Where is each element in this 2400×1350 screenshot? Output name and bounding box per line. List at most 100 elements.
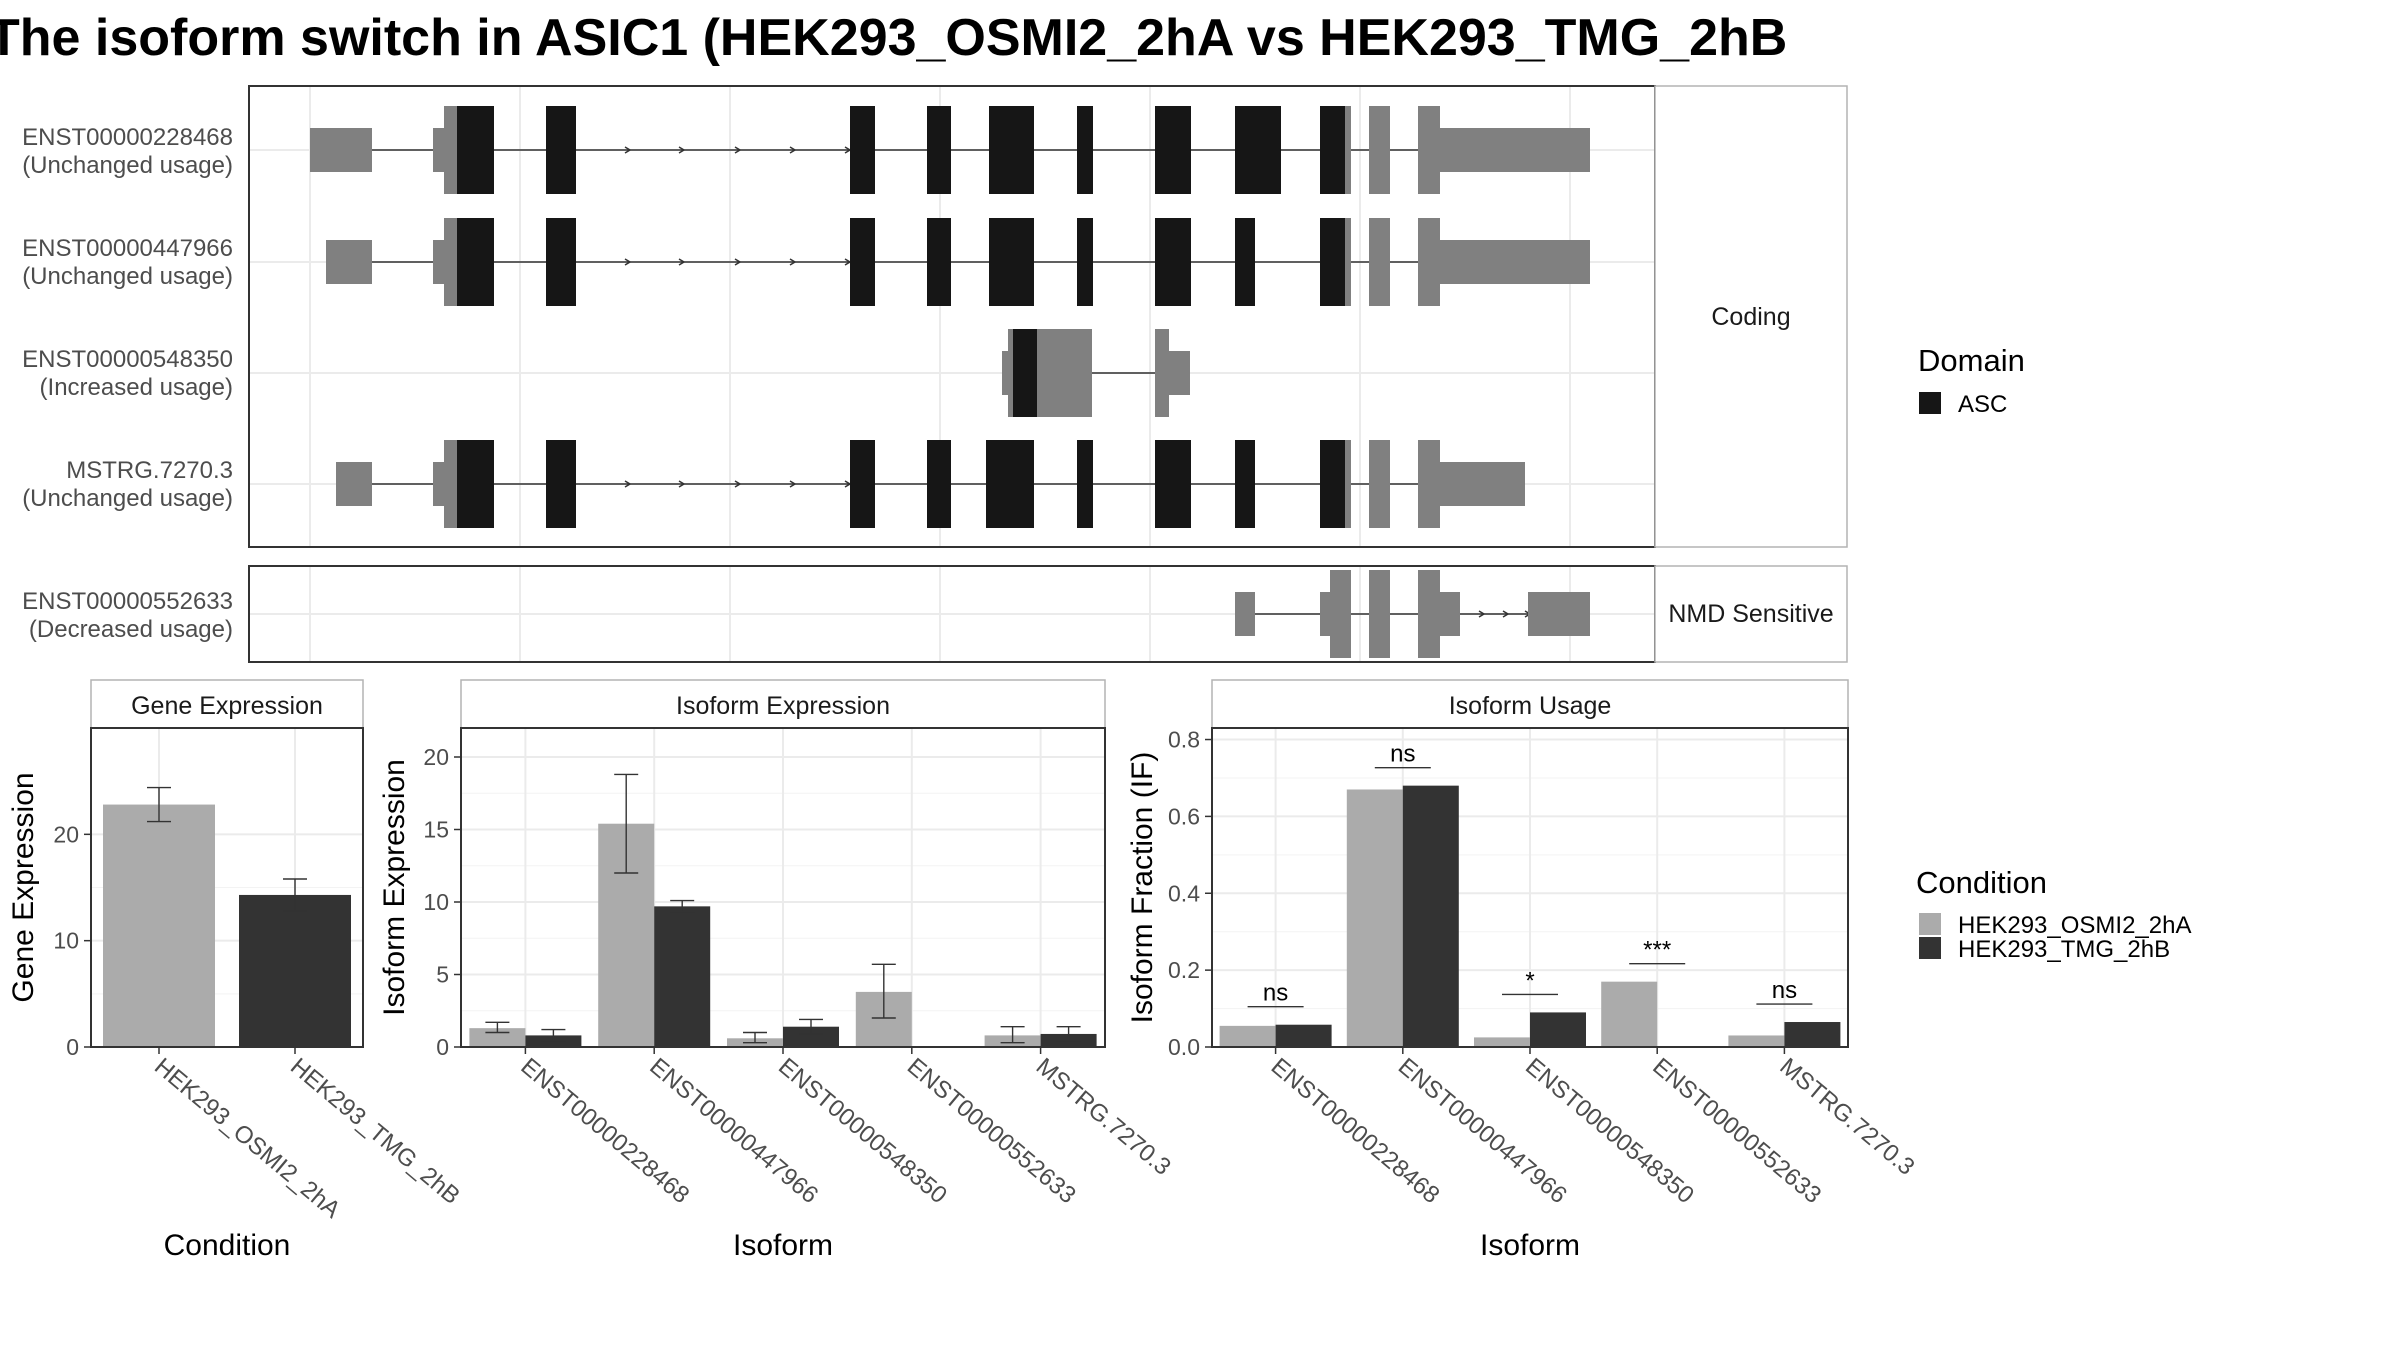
utr-exon [444,106,458,194]
utr-exon [1008,329,1014,417]
transcript-id: ENST00000228468 [22,124,233,151]
y-tick-label: 0.2 [1168,957,1200,983]
intron-arrow [734,146,742,154]
intron-arrow [789,258,797,266]
transcript-id: ENST00000552633 [22,588,233,615]
utr-exon [1330,570,1351,658]
bar [1346,789,1403,1047]
domain-exon [1077,218,1093,306]
utr-exon [1440,462,1525,506]
bar [1530,1012,1586,1047]
nmd-strip [1654,565,1848,663]
utr-exon [444,440,458,528]
bar [1784,1022,1841,1047]
intron-arrow [624,146,632,154]
intron-arrow [678,258,686,266]
utr-exon [1345,106,1351,194]
intron-arrow [624,258,632,266]
panel-strip [90,679,364,729]
intron-arrow [678,480,686,488]
domain-exon [546,218,576,306]
y-tick-label: 20 [423,744,449,770]
domain-exon [1320,106,1345,194]
x-axis-title: Condition [164,1229,291,1262]
intron-arrow [734,258,742,266]
y-tick-label: 0.0 [1168,1034,1200,1060]
y-tick-label: 0 [436,1034,449,1060]
panel-border [90,727,364,1048]
intron-arrow [734,480,742,488]
bar [239,894,351,1047]
domain-exon [850,106,875,194]
significance-label: ns [1263,980,1288,1007]
domain-exon [1077,106,1093,194]
panel-strip [460,679,1106,729]
transcript-id: MSTRG.7270.3 [66,457,233,484]
utr-exon [1418,570,1440,658]
transcript-status: (Increased usage) [40,374,233,401]
utr-exon [326,240,372,284]
domain-exon [457,440,494,528]
domain-exon [989,218,1034,306]
domain-exon [457,218,494,306]
coding-strip [1654,85,1848,548]
domain-exon [850,218,875,306]
condition-legend-key [1919,937,1941,959]
y-tick-label: 0.6 [1168,803,1200,829]
intron-arrow [789,146,797,154]
domain-exon [546,440,576,528]
utr-exon [310,128,372,172]
intron-arrow [678,146,686,154]
domain-exon [927,218,951,306]
significance-label: ns [1390,741,1415,768]
domain-exon [986,440,1034,528]
panel-title: Isoform Expression [676,692,890,720]
y-tick-label: 20 [53,821,79,847]
domain-exon [1320,218,1345,306]
bar [103,804,215,1047]
utr-exon [1320,592,1330,636]
utr-exon [1440,240,1590,284]
utr-exon [1418,218,1440,306]
utr-exon [1369,440,1390,528]
domain-exon [546,106,576,194]
domain-exon [927,106,951,194]
panel-title: Gene Expression [131,692,323,720]
y-tick-label: 15 [423,817,449,843]
utr-exon [336,462,372,506]
utr-exon [1369,106,1390,194]
domain-exon [1155,106,1191,194]
condition-legend-label: HEK293_TMG_2hB [1958,936,2170,963]
utr-exon [444,218,458,306]
utr-exon [1418,106,1440,194]
domain-exon [457,106,494,194]
bar [1601,981,1658,1047]
domain-exon [927,440,951,528]
x-tick-label: MSTRG.7270.3 [1775,1053,1920,1181]
domain-exon [1013,329,1037,417]
x-axis-title: Isoform [733,1229,833,1262]
utr-exon [1440,592,1460,636]
bar [1219,1025,1276,1047]
utr-exon [433,462,446,506]
domain-legend-label: ASC [1958,391,2007,418]
domain-legend-key [1919,392,1941,414]
transcript-status: (Unchanged usage) [22,152,233,179]
bar [654,906,711,1047]
utr-exon [1167,351,1190,395]
condition-legend-key [1919,913,1941,935]
domain-exon [1235,218,1255,306]
utr-exon [1345,440,1351,528]
chart-title: The isoform switch in ASIC1 (HEK293_OSMI… [0,9,1788,67]
transcript-status: (Unchanged usage) [22,263,233,290]
bar-panel-2: Isoform Expression05101520ENST0000022846… [378,679,1176,1262]
bar [1474,1037,1530,1047]
utr-exon [1235,592,1255,636]
y-tick-label: 10 [53,928,79,954]
domain-exon [1235,106,1281,194]
bar [783,1026,839,1047]
bar-panel-3: Isoform Usagensns****ns0.00.20.40.60.8EN… [1126,679,1920,1262]
domain-exon [1155,218,1191,306]
y-axis-title: Isoform Fraction (IF) [1126,752,1159,1024]
